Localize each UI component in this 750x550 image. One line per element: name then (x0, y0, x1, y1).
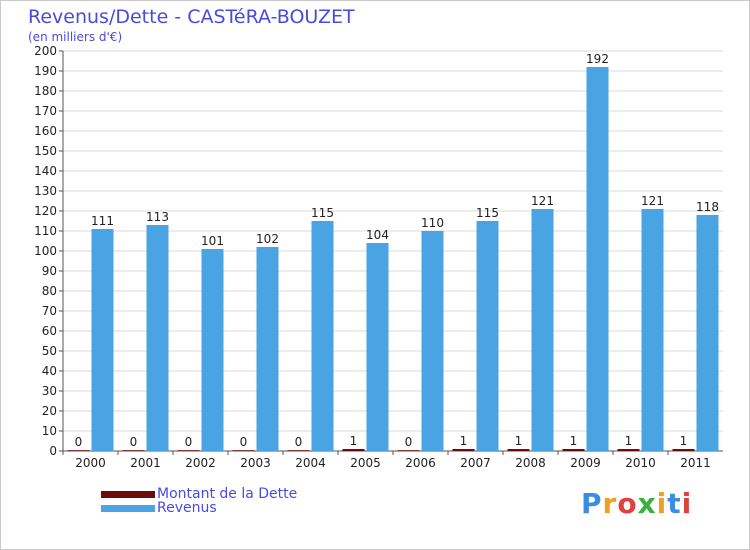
chart-title: Revenus/Dette - CASTéRA-BOUZET (28, 6, 355, 28)
legend-label-revenue: Revenus (157, 500, 217, 516)
data-label-revenue: 115 (311, 206, 334, 220)
y-tick-label: 90 (42, 264, 57, 278)
data-label-debt: 1 (515, 434, 523, 448)
y-tick-label: 170 (34, 104, 57, 118)
y-tick-label: 30 (42, 384, 57, 398)
bar-revenue (586, 67, 609, 451)
bar-revenue (146, 225, 169, 451)
y-tick-label: 160 (34, 124, 57, 138)
data-label-revenue: 115 (476, 206, 499, 220)
bar-debt (452, 449, 475, 451)
data-label-debt: 1 (350, 434, 358, 448)
bar-revenue (476, 221, 499, 451)
y-tick-label: 180 (34, 84, 57, 98)
chart-subtitle: (en milliers d'€) (28, 30, 123, 44)
y-tick-label: 200 (34, 44, 57, 58)
bar-debt (397, 450, 420, 451)
data-label-revenue: 110 (421, 216, 444, 230)
y-tick-label: 140 (34, 164, 57, 178)
y-tick-label: 80 (42, 284, 57, 298)
y-tick-label: 190 (34, 64, 57, 78)
data-label-revenue: 104 (366, 228, 389, 242)
data-label-revenue: 101 (201, 234, 224, 248)
bar-revenue (531, 209, 554, 451)
legend-label-debt: Montant de la Dette (157, 486, 298, 502)
data-label-revenue: 118 (696, 200, 719, 214)
data-label-debt: 1 (460, 434, 468, 448)
bar-debt (67, 450, 90, 451)
x-tick-label: 2010 (625, 456, 656, 470)
y-tick-label: 150 (34, 144, 57, 158)
data-label-revenue: 113 (146, 210, 169, 224)
data-label-debt: 0 (405, 435, 413, 449)
logo-letter: P (581, 487, 603, 520)
y-tick-label: 10 (42, 424, 57, 438)
logo-letter: o (617, 487, 638, 520)
y-tick-label: 100 (34, 244, 57, 258)
legend-swatch-revenue (101, 505, 155, 512)
bar-revenue (366, 243, 389, 451)
data-label-revenue: 192 (586, 52, 609, 66)
data-label-debt: 0 (295, 435, 303, 449)
y-tick-label: 40 (42, 364, 57, 378)
data-label-revenue: 121 (641, 194, 664, 208)
bar-debt (122, 450, 145, 451)
x-tick-label: 2005 (350, 456, 381, 470)
x-tick-label: 2009 (570, 456, 601, 470)
bar-revenue (641, 209, 664, 451)
data-label-debt: 0 (75, 435, 83, 449)
data-label-revenue: 121 (531, 194, 554, 208)
bar-revenue (91, 229, 114, 451)
legend-swatch-debt (101, 491, 155, 498)
logo-letter: t (667, 487, 682, 520)
data-label-debt: 1 (625, 434, 633, 448)
logo-letter: i (681, 487, 693, 520)
data-label-revenue: 102 (256, 232, 279, 246)
bar-revenue (256, 247, 279, 451)
y-tick-label: 20 (42, 404, 57, 418)
bar-debt (177, 450, 200, 451)
data-label-debt: 1 (680, 434, 688, 448)
bar-debt (287, 450, 310, 451)
x-tick-label: 2002 (185, 456, 216, 470)
bar-revenue (201, 249, 224, 451)
x-tick-label: 2007 (460, 456, 491, 470)
bar-debt (617, 449, 640, 451)
data-label-debt: 0 (185, 435, 193, 449)
data-label-debt: 0 (130, 435, 138, 449)
x-tick-label: 2003 (240, 456, 271, 470)
x-tick-label: 2001 (130, 456, 161, 470)
y-tick-label: 60 (42, 324, 57, 338)
proxiti-logo: Proxiti (581, 487, 692, 520)
bar-debt (672, 449, 695, 451)
bar-debt (507, 449, 530, 451)
bar-debt (342, 449, 365, 451)
bar-revenue (311, 221, 334, 451)
x-tick-label: 2008 (515, 456, 546, 470)
bar-revenue (421, 231, 444, 451)
bar-debt (232, 450, 255, 451)
y-tick-label: 0 (49, 444, 57, 458)
y-tick-label: 70 (42, 304, 57, 318)
x-tick-label: 2006 (405, 456, 436, 470)
y-tick-label: 120 (34, 204, 57, 218)
logo-letter: r (602, 487, 618, 520)
bar-debt (562, 449, 585, 451)
x-tick-label: 2000 (75, 456, 106, 470)
data-label-debt: 1 (570, 434, 578, 448)
data-label-debt: 0 (240, 435, 248, 449)
y-tick-label: 110 (34, 224, 57, 238)
x-tick-label: 2011 (680, 456, 711, 470)
logo-letter: x (637, 487, 657, 520)
y-tick-label: 130 (34, 184, 57, 198)
x-tick-label: 2004 (295, 456, 326, 470)
bar-revenue (696, 215, 719, 451)
data-label-revenue: 111 (91, 214, 114, 228)
y-tick-label: 50 (42, 344, 57, 358)
logo-letter: i (656, 487, 668, 520)
